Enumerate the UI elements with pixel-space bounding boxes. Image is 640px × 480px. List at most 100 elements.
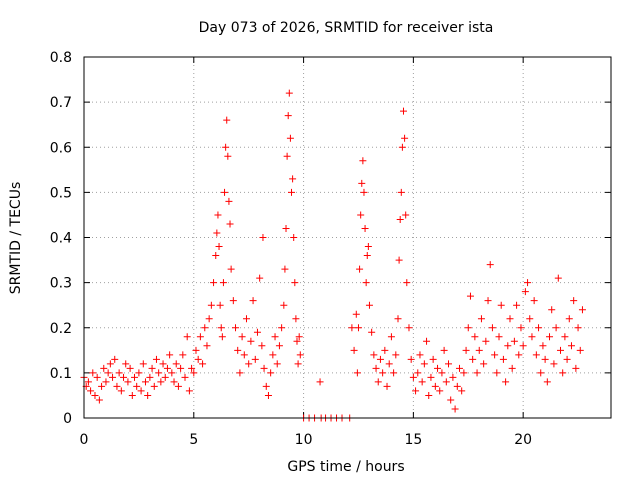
- data-point: [177, 364, 185, 372]
- data-point: [359, 157, 367, 165]
- y-tick-label: 0.5: [50, 185, 72, 201]
- data-point: [352, 310, 360, 318]
- data-point: [502, 378, 510, 386]
- data-point: [440, 346, 448, 354]
- data-point: [133, 382, 141, 390]
- data-point: [403, 279, 411, 287]
- data-point: [213, 229, 221, 237]
- data-point: [486, 261, 494, 269]
- data-point: [462, 346, 470, 354]
- data-point: [100, 364, 108, 372]
- data-point: [295, 333, 303, 341]
- data-point: [163, 364, 171, 372]
- data-point: [179, 351, 187, 359]
- data-point: [358, 179, 366, 187]
- data-point: [548, 306, 556, 314]
- data-point: [222, 143, 230, 151]
- data-point: [170, 378, 178, 386]
- data-point: [517, 324, 525, 332]
- data-point: [212, 252, 220, 260]
- data-point: [394, 315, 402, 323]
- data-point: [269, 351, 277, 359]
- y-tick-label: 0.1: [50, 366, 72, 382]
- data-point: [106, 360, 114, 368]
- data-point: [201, 324, 209, 332]
- data-point: [442, 378, 450, 386]
- data-point: [291, 279, 299, 287]
- data-point: [447, 396, 455, 404]
- data-point: [109, 373, 117, 381]
- data-point: [275, 342, 283, 350]
- data-point: [427, 373, 435, 381]
- data-point: [253, 328, 261, 336]
- data-point: [521, 288, 529, 296]
- data-point: [292, 315, 300, 323]
- data-point: [282, 224, 290, 232]
- data-point: [376, 355, 384, 363]
- data-point: [354, 324, 362, 332]
- data-point: [273, 360, 281, 368]
- data-point: [172, 360, 180, 368]
- data-point: [552, 324, 560, 332]
- data-point: [93, 373, 101, 381]
- data-point: [87, 387, 95, 395]
- data-point: [267, 369, 275, 377]
- data-point: [280, 301, 288, 309]
- data-point: [390, 369, 398, 377]
- data-point: [449, 373, 457, 381]
- data-point: [155, 369, 163, 377]
- data-point: [578, 306, 586, 314]
- data-point: [148, 364, 156, 372]
- data-point: [510, 337, 518, 345]
- data-point: [484, 297, 492, 305]
- data-point: [196, 333, 204, 341]
- data-point: [515, 351, 523, 359]
- data-point: [194, 355, 202, 363]
- data-point: [539, 342, 547, 350]
- data-point: [207, 301, 215, 309]
- data-point: [572, 364, 580, 372]
- data-point: [289, 175, 297, 183]
- data-point: [236, 369, 244, 377]
- y-tick-label: 0.7: [50, 95, 72, 111]
- x-tick-label: 15: [404, 432, 422, 448]
- data-point: [281, 265, 289, 273]
- data-point: [128, 391, 136, 399]
- data-point: [115, 369, 123, 377]
- data-point: [161, 373, 169, 381]
- data-point: [95, 396, 103, 404]
- data-point: [530, 297, 538, 305]
- y-tick-label: 0.3: [50, 276, 72, 292]
- data-point: [526, 315, 534, 323]
- data-point: [368, 328, 376, 336]
- data-point: [135, 369, 143, 377]
- data-point: [113, 382, 121, 390]
- data-point: [497, 301, 505, 309]
- data-point: [425, 391, 433, 399]
- data-point: [285, 89, 293, 97]
- data-point: [102, 378, 110, 386]
- data-point: [434, 364, 442, 372]
- data-point: [183, 333, 191, 341]
- data-point: [543, 378, 551, 386]
- data-point: [416, 351, 424, 359]
- data-point: [362, 279, 370, 287]
- data-point: [111, 355, 119, 363]
- data-point: [541, 355, 549, 363]
- data-point: [227, 265, 235, 273]
- data-point: [524, 279, 532, 287]
- data-point: [117, 387, 125, 395]
- data-point: [139, 360, 147, 368]
- data-point: [168, 369, 176, 377]
- data-point: [480, 360, 488, 368]
- data-point: [126, 364, 134, 372]
- data-point: [225, 197, 233, 205]
- data-point: [260, 364, 268, 372]
- data-point: [550, 360, 558, 368]
- data-point: [152, 355, 160, 363]
- data-point: [144, 391, 152, 399]
- plot-frame: [83, 56, 612, 419]
